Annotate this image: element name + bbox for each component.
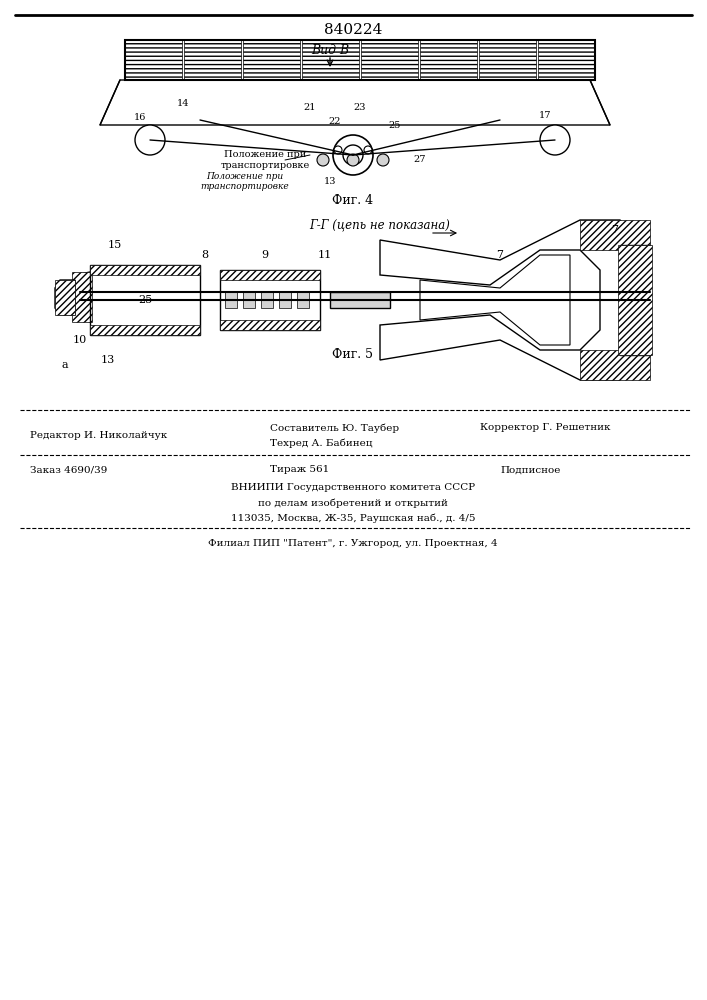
Circle shape	[135, 125, 165, 155]
Text: Корректор Г. Решетник: Корректор Г. Решетник	[480, 424, 611, 432]
Bar	[125, 40, 595, 80]
Text: a: a	[62, 360, 69, 370]
Bar	[618, 245, 652, 355]
Text: 9: 9	[262, 250, 269, 260]
Text: 21: 21	[304, 103, 316, 111]
Bar	[125, 40, 182, 80]
Bar	[580, 350, 650, 380]
Polygon shape	[420, 255, 570, 345]
Text: 15: 15	[108, 240, 122, 250]
Bar	[620, 245, 650, 355]
Text: Филиал ПИП "Патент", г. Ужгород, ул. Проектная, 4: Филиал ПИП "Патент", г. Ужгород, ул. Про…	[208, 538, 498, 548]
Bar	[220, 270, 320, 330]
Circle shape	[343, 145, 363, 165]
Text: 840224: 840224	[324, 23, 382, 37]
Bar	[580, 220, 650, 250]
Bar	[538, 40, 595, 80]
Bar	[184, 40, 241, 80]
Text: 25: 25	[389, 120, 401, 129]
Text: 113035, Москва, Ж-35, Раушская наб., д. 4/5: 113035, Москва, Ж-35, Раушская наб., д. …	[230, 513, 475, 523]
Bar	[302, 40, 359, 80]
Text: 25: 25	[138, 295, 152, 305]
Circle shape	[333, 135, 373, 175]
Polygon shape	[55, 280, 75, 315]
Text: Составитель Ю. Таубер: Составитель Ю. Таубер	[270, 423, 399, 433]
Text: 17: 17	[539, 110, 551, 119]
Bar	[220, 320, 320, 330]
Text: 14: 14	[177, 99, 189, 107]
Bar	[55, 280, 75, 315]
Polygon shape	[75, 272, 90, 322]
Text: 13: 13	[324, 178, 337, 186]
Bar	[330, 292, 390, 308]
Circle shape	[334, 146, 342, 154]
Bar	[479, 40, 536, 80]
Text: 23: 23	[354, 103, 366, 111]
Text: Подписное: Подписное	[500, 466, 561, 475]
Circle shape	[347, 154, 359, 166]
Circle shape	[540, 125, 570, 155]
Text: Техред А. Бабинец: Техред А. Бабинец	[270, 438, 373, 448]
Text: Заказ 4690/39: Заказ 4690/39	[30, 466, 107, 475]
Bar	[90, 265, 200, 335]
Text: Г-Г (цепь не показана): Г-Г (цепь не показана)	[310, 219, 450, 232]
Bar	[297, 292, 309, 308]
Text: Тираж 561: Тираж 561	[270, 466, 329, 475]
Text: 27: 27	[414, 155, 426, 164]
Text: Вид В: Вид В	[311, 43, 349, 56]
Circle shape	[364, 146, 372, 154]
Polygon shape	[380, 220, 650, 380]
Text: 13: 13	[101, 355, 115, 365]
Text: 8: 8	[201, 250, 209, 260]
Text: 7: 7	[496, 250, 503, 260]
Bar	[220, 270, 320, 280]
Text: 10: 10	[73, 335, 87, 345]
Circle shape	[317, 154, 329, 166]
Bar	[243, 40, 300, 80]
Polygon shape	[100, 80, 610, 125]
Bar	[279, 292, 291, 308]
Text: по делам изобретений и открытий: по делам изобретений и открытий	[258, 498, 448, 508]
Text: Фиг. 4: Фиг. 4	[332, 194, 373, 207]
Bar	[90, 265, 200, 275]
Text: 11: 11	[318, 250, 332, 260]
Text: Фиг. 5: Фиг. 5	[332, 349, 373, 361]
Text: 7: 7	[612, 225, 619, 235]
Text: 16: 16	[134, 112, 146, 121]
Text: 22: 22	[329, 117, 341, 126]
Bar	[72, 272, 92, 322]
Text: Положение при
транспортировке: Положение при транспортировке	[201, 172, 289, 191]
Bar	[420, 40, 477, 80]
Circle shape	[377, 154, 389, 166]
Bar	[243, 292, 255, 308]
Bar	[90, 325, 200, 335]
Bar	[225, 292, 237, 308]
Text: Редактор И. Николайчук: Редактор И. Николайчук	[30, 430, 168, 440]
Text: Положение при
транспортировке: Положение при транспортировке	[221, 150, 310, 170]
Bar	[261, 292, 273, 308]
Text: ВНИИПИ Государственного комитета СССР: ВНИИПИ Государственного комитета СССР	[231, 484, 475, 492]
Bar	[361, 40, 418, 80]
